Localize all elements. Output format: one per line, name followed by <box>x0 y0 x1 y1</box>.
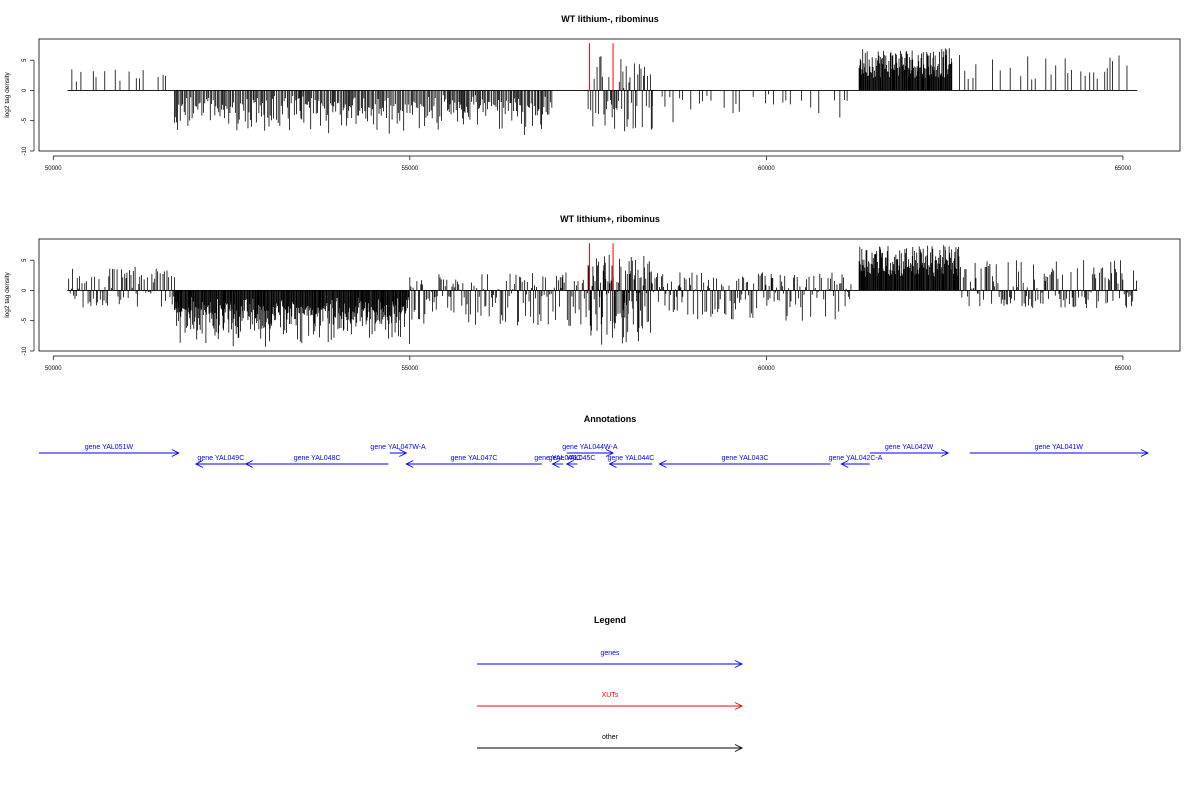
y-tick-label: 0 <box>22 288 28 292</box>
y-tick-label: 5 <box>22 258 28 262</box>
annotations-title: Annotations <box>584 414 637 424</box>
legend-arrowhead <box>734 660 744 668</box>
axes: 50000 55000 60000 65000 5 0 -5 -10 <box>22 258 1132 372</box>
legend-items: genes XUTs other <box>477 650 744 752</box>
gene-arrowhead <box>244 460 254 468</box>
track-panel-lithium-plus: WT lithium+, ribominus log2 tag density … <box>4 214 1181 372</box>
y-tick-label: -10 <box>22 346 28 355</box>
y-tick-label: -5 <box>22 117 28 123</box>
gene-label: gene YAL044W-A <box>562 444 618 451</box>
x-tick-label: 65000 <box>1115 166 1132 172</box>
gene-arrowhead <box>840 460 849 468</box>
gene-label: gene YAL042W <box>885 444 934 451</box>
y-tick-label: -5 <box>22 317 28 323</box>
legend-arrowhead <box>734 744 744 752</box>
gene-label: gene YAL042C-A <box>829 455 883 462</box>
legend-title: Legend <box>594 615 626 625</box>
signal-bars <box>67 243 1138 347</box>
x-tick-label: 65000 <box>1115 366 1132 372</box>
y-tick-label: 0 <box>22 88 28 92</box>
gene-label: gene YAL047W-A <box>370 444 426 451</box>
y-tick-label: -10 <box>22 146 28 155</box>
gene-label: gene YAL051W <box>85 444 134 451</box>
gene-arrowhead <box>171 449 180 457</box>
x-tick-label: 50000 <box>45 166 62 172</box>
gene-label: gene YAL044C <box>607 455 654 462</box>
legend: Legend genes XUTs other <box>477 615 744 752</box>
gene-label: gene YAL046C <box>534 455 581 462</box>
gene-arrowhead <box>605 449 615 457</box>
legend-label: other <box>602 734 619 741</box>
gene-arrowhead <box>405 460 414 468</box>
panel-title: WT lithium+, ribominus <box>560 214 660 224</box>
gene-arrowhead <box>941 449 950 457</box>
gene-label: gene YAL043C <box>722 455 769 462</box>
y-tick-label: 5 <box>22 58 28 62</box>
plot-frame <box>38 238 1181 352</box>
x-tick-label: 55000 <box>401 366 418 372</box>
gene-arrowhead <box>565 460 574 468</box>
gene-arrowhead <box>551 460 560 468</box>
x-tick-label: 60000 <box>758 166 775 172</box>
legend-label: genes <box>600 650 620 657</box>
gene-arrows: gene YAL051W gene YAL049C gene YAL048C gene… <box>39 444 1149 468</box>
x-tick-label: 60000 <box>758 366 775 372</box>
gene-arrowhead <box>1140 449 1149 457</box>
gene-label: gene YAL041W <box>1035 444 1084 451</box>
axes: 50000 55000 60000 65000 5 0 -5 -10 <box>22 58 1132 172</box>
gene-arrowhead <box>658 460 667 468</box>
gene-label: gene YAL048C <box>294 455 341 462</box>
gene-arrowhead <box>194 460 204 468</box>
x-tick-label: 50000 <box>45 366 62 372</box>
legend-arrowhead <box>734 702 744 710</box>
gene-arrowhead <box>399 449 408 457</box>
legend-label: XUTs <box>602 692 619 699</box>
gene-label: gene YAL049C <box>197 455 244 462</box>
gene-arrowhead <box>608 460 617 468</box>
plot-frame <box>38 38 1181 152</box>
y-axis-label: log2 tag density <box>4 71 11 117</box>
x-tick-label: 55000 <box>401 166 418 172</box>
gene-label: gene YAL047C <box>451 455 498 462</box>
track-panel-lithium-minus: WT lithium-, ribominus log2 tag density … <box>4 14 1181 172</box>
signal-bars <box>67 43 1138 135</box>
gene-label: gene YAL045C <box>549 455 596 462</box>
panel-title: WT lithium-, ribominus <box>561 14 659 24</box>
y-axis-label: log2 tag density <box>4 271 11 317</box>
